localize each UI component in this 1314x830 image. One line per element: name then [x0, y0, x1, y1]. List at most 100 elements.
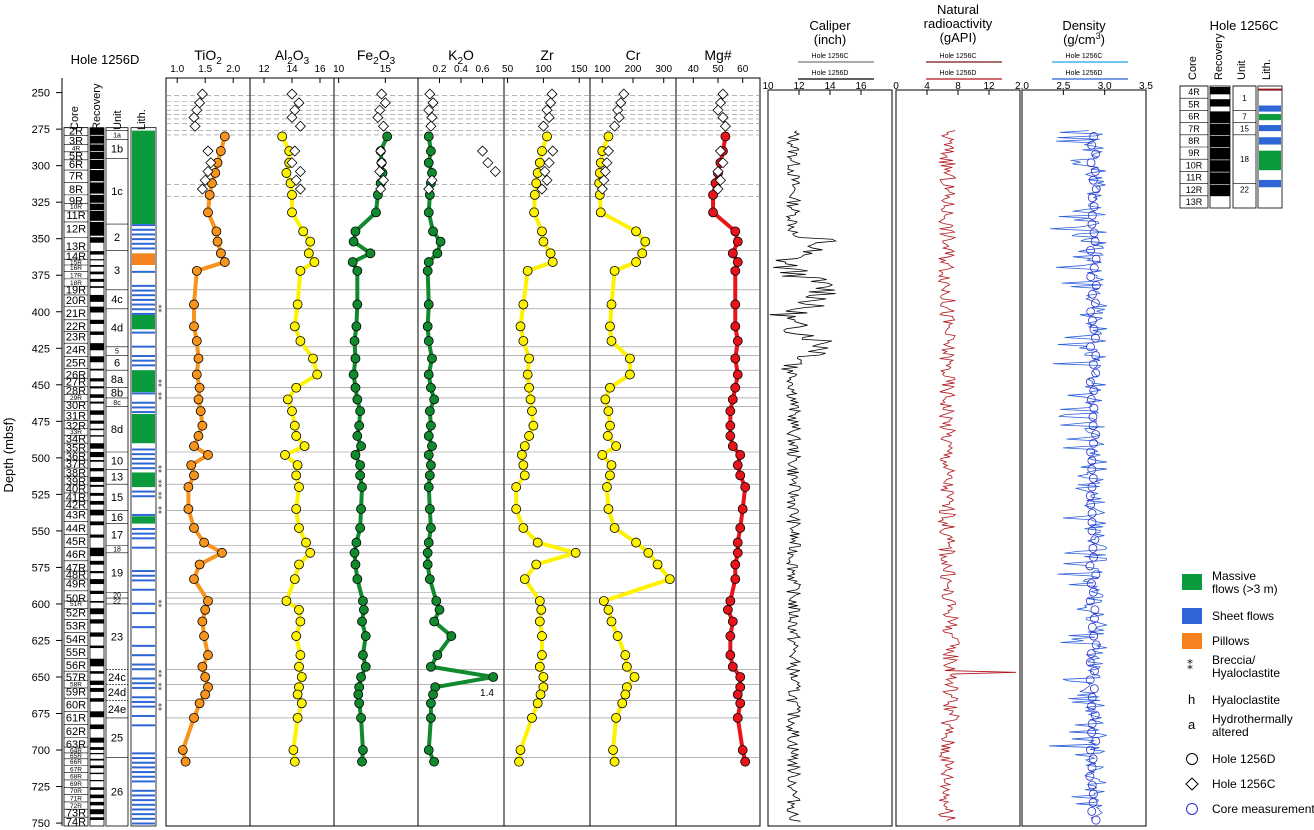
hole-1256c-point-mg: [717, 88, 729, 100]
core-label: 52R: [66, 608, 86, 620]
data-point-cr: [612, 631, 623, 641]
data-point-zr: [538, 672, 549, 682]
c-recovery-bar: [1210, 148, 1230, 160]
data-point-zr: [518, 336, 529, 346]
recovery-bar: [90, 410, 104, 415]
recovery-bar: [90, 658, 104, 667]
data-point-tio2: [195, 406, 206, 416]
core-measurement: [1087, 622, 1097, 632]
data-point-fe2o3: [357, 482, 367, 492]
data-point-al2o3: [289, 574, 300, 585]
data-point-tio2: [189, 441, 199, 452]
data-point-al2o3: [294, 661, 304, 672]
data-point-al2o3: [289, 756, 300, 767]
core-label: 4R: [72, 145, 81, 152]
hole-1256c-point-al2o3: [286, 88, 298, 100]
core-measurement: [1085, 675, 1095, 685]
sheet-flow-stripe: [132, 644, 155, 647]
data-point-tio2: [189, 321, 199, 332]
breccia-symbol: ⁑: [158, 378, 162, 388]
c-core-label: 11R: [1186, 173, 1202, 183]
core-measurement: [1088, 316, 1097, 325]
data-point-fe2o3: [348, 236, 359, 247]
sheet-flow-stripe: [132, 780, 155, 783]
sheet-flow-stripe: [132, 359, 155, 362]
data-point-k2o: [423, 537, 434, 548]
data-point-al2o3: [281, 596, 292, 606]
core-label: 58R: [70, 682, 82, 689]
hole-1256c-point-mg: [719, 120, 731, 132]
legend-swatch: [1182, 574, 1202, 590]
data-point-cr: [631, 226, 641, 237]
data-point-tio2: [197, 420, 208, 431]
recovery-bar: [90, 500, 104, 505]
core-measurement: [1085, 596, 1095, 606]
core-recovery-unit-columns: 2R3R4R5R6R7R8R9R10R11R12R13R14R15R16R17R…: [63, 125, 162, 828]
title-part: 2: [373, 56, 379, 67]
breccia-symbol: ⁑: [158, 682, 162, 692]
core-label: 31R: [66, 410, 86, 422]
data-point-fe2o3: [352, 431, 363, 441]
x-tick-label: 100: [535, 64, 552, 75]
data-point-al2o3: [287, 406, 297, 416]
title-part: 3: [304, 56, 310, 67]
hole-1256c-point-fe2o3: [379, 97, 391, 109]
core-label: 5R: [69, 150, 83, 162]
hole-1256c-point-cr: [602, 145, 614, 157]
legend-circle: [1186, 753, 1198, 765]
data-point-al2o3: [303, 248, 314, 259]
unit-label: 18: [113, 547, 121, 554]
data-point-k2o: [424, 574, 435, 585]
recovery-bar: [90, 378, 104, 382]
column-frame-unit: [105, 127, 129, 827]
depth-axis-label: Depth (mbsf): [1, 417, 16, 492]
log-title-density: (g/cm3): [1063, 31, 1105, 47]
c-core-label: 10R: [1186, 160, 1203, 170]
core-label: 42R: [66, 499, 86, 511]
data-point-fe2o3: [356, 504, 366, 514]
unit-label: 4d: [111, 323, 123, 335]
data-point-tio2: [203, 596, 213, 606]
data-point-al2o3: [301, 537, 311, 548]
unit-label: 26: [111, 787, 123, 799]
data-point-fe2o3: [356, 441, 366, 452]
data-point-zr: [534, 596, 545, 606]
data-point-tio2: [180, 756, 191, 767]
core-label: 7R: [69, 171, 83, 183]
sheet-flow-stripe: [132, 448, 155, 451]
data-point-cr: [611, 441, 622, 452]
data-point-mg: [725, 420, 736, 431]
data-point-fe2o3: [352, 299, 363, 310]
log-tick-label: 3.0: [1098, 81, 1112, 92]
log-trace-gamma: [937, 130, 1017, 822]
sheet-flow-stripe: [132, 298, 155, 301]
core-measurement: [1089, 552, 1098, 562]
data-point-fe2o3: [350, 382, 361, 393]
c-core-label: 9R: [1188, 148, 1200, 158]
sheet-flow-stripe: [132, 686, 155, 689]
unit-label: 8a: [111, 374, 124, 386]
core-measurement: [1086, 307, 1096, 317]
recovery-bar: [90, 608, 104, 615]
core-measurement: [1085, 657, 1095, 667]
data-point-mg: [732, 257, 743, 267]
panel-title-cr: Cr: [626, 47, 641, 63]
data-point-tio2: [193, 394, 204, 405]
panel-title-mg: Mg#: [704, 47, 731, 63]
sheet-flow-stripe: [132, 224, 155, 227]
recovery-bar: [90, 809, 104, 815]
panel-title-zr: Zr: [540, 47, 554, 63]
data-point-fe2o3: [354, 698, 365, 709]
data-point-mg: [732, 712, 743, 723]
unit-label: 8b: [111, 388, 123, 400]
data-point-cr: [606, 336, 617, 346]
x-tick-label: 15: [380, 64, 392, 75]
log-legend-label: Hole 1256D: [940, 70, 977, 77]
recovery-bar: [90, 203, 104, 211]
core-measurement: [1089, 202, 1099, 211]
unit-column-header: Unit: [112, 110, 124, 130]
c-core-label: 8R: [1188, 136, 1200, 146]
data-point-fe2o3: [356, 672, 366, 682]
data-point-k2o: [429, 616, 440, 627]
hole-1256c-point-mg: [712, 165, 724, 178]
